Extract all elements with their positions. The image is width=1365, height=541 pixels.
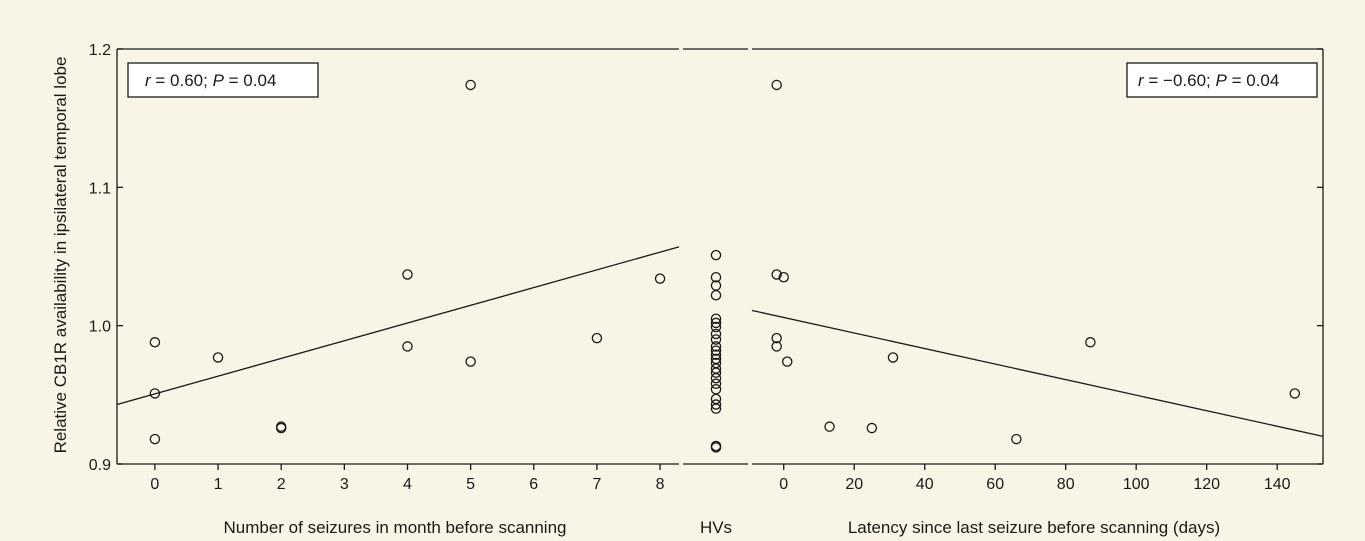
seizures-data-point [149, 388, 161, 399]
latency-data-point [1289, 388, 1301, 399]
latency-data-point [1011, 433, 1022, 445]
hv-data-point [710, 372, 722, 384]
seizures-data-point [591, 332, 603, 344]
hv-data-point [710, 334, 722, 345]
seizures-x-tick-label: 3 [340, 476, 349, 493]
correlation-text-right: r = −0.60; P = 0.04 [1138, 71, 1279, 90]
y-tick-label: 1.2 [89, 42, 111, 59]
seizures-x-tick-label: 0 [150, 476, 159, 493]
latency-data-point [824, 421, 835, 432]
seizures-data-point [149, 433, 161, 445]
seizures-x-tick-label: 6 [529, 476, 538, 493]
latency-panel: 0 20 40 60 80 100 120 140 [751, 48, 1324, 493]
hv-data-point [710, 384, 722, 395]
latency-data-point [771, 341, 782, 352]
p-value-left: = 0.04 [224, 71, 276, 90]
seizures-data-point [402, 269, 413, 280]
latency-data-point [781, 356, 793, 367]
seizures-x-tick-label: 7 [592, 476, 601, 493]
latency-data-point [778, 271, 789, 283]
hv-data-point [710, 349, 722, 360]
latency-x-tick-label: 120 [1193, 476, 1220, 493]
y-axis-title: Relative CB1R availability in ipsilatera… [51, 57, 70, 454]
latency-x-tick-label: 40 [916, 476, 934, 493]
hv-data-point [710, 289, 722, 301]
hv-data-point [710, 378, 722, 390]
hv-data-point [710, 442, 722, 453]
seizures-regression-line [116, 246, 680, 406]
y-tick-label: 1.0 [89, 319, 111, 336]
seizures-x-tick-label: 8 [656, 476, 665, 493]
latency-x-tick-label: 60 [986, 476, 1004, 493]
seizures-data-point [212, 352, 224, 363]
hv-data-point [710, 328, 722, 340]
hv-data-point [710, 249, 722, 261]
seizures-data-point [149, 337, 161, 348]
correlation-text-left: r = 0.60; P = 0.04 [145, 71, 276, 90]
y-tick-label: 0.9 [89, 457, 111, 474]
seizures-data-point [402, 341, 413, 352]
hv-data-point [710, 317, 722, 329]
latency-data-point [771, 79, 782, 91]
latency-data-point [887, 352, 899, 363]
p-value-right: = 0.04 [1227, 71, 1279, 90]
latency-x-tick-label: 80 [1057, 476, 1075, 493]
x-axis-title-hvs: HVs [700, 518, 732, 537]
latency-data-point [1085, 337, 1096, 348]
hv-data-point [710, 399, 722, 410]
x-axis-title-seizures: Number of seizures in month before scann… [223, 518, 566, 537]
seizures-data-point [465, 79, 476, 91]
p-symbol-right: P [1216, 71, 1228, 90]
y-tick-label: 1.1 [89, 180, 111, 197]
hv-data-point [710, 313, 722, 324]
seizures-x-tick-label: 4 [403, 476, 412, 493]
latency-x-tick-label: 140 [1264, 476, 1291, 493]
seizures-x-tick-label: 5 [466, 476, 475, 493]
correlation-box-right [1126, 62, 1318, 98]
seizures-data-point [275, 422, 287, 434]
latency-x-tick-label: 0 [779, 476, 788, 493]
hv-data-point [710, 321, 722, 333]
seizures-x-tick-label: 2 [277, 476, 286, 493]
seizures-panel: 0 1 2 3 4 5 6 7 8 [116, 48, 680, 493]
hv-data-point [710, 345, 722, 356]
latency-x-tick-label: 20 [845, 476, 863, 493]
latency-regression-line [751, 309, 1324, 437]
latency-x-tick-label: 100 [1123, 476, 1150, 493]
latency-data-point [771, 269, 782, 280]
r-symbol-right: r [1138, 71, 1145, 90]
r-symbol-left: r [145, 71, 152, 90]
r-value-right: = −0.60; [1144, 71, 1216, 90]
seizures-x-tick-label: 1 [214, 476, 223, 493]
hv-data-point [710, 403, 722, 414]
r-value-left: = 0.60; [151, 71, 213, 90]
seizures-data-point [654, 273, 666, 284]
seizures-data-point [465, 356, 476, 367]
correlation-box-left [127, 62, 319, 98]
latency-data-point [866, 422, 878, 434]
hv-data-point [710, 341, 722, 352]
latency-data-point [771, 332, 782, 344]
x-axis-title-latency: Latency since last seizure before scanni… [848, 518, 1220, 537]
y-axis: 0.9 1.0 1.1 1.2 [89, 42, 123, 474]
hv-panel [683, 48, 748, 465]
hv-data-point [710, 367, 722, 378]
p-symbol-left: P [213, 71, 225, 90]
hv-data-point [710, 271, 722, 283]
